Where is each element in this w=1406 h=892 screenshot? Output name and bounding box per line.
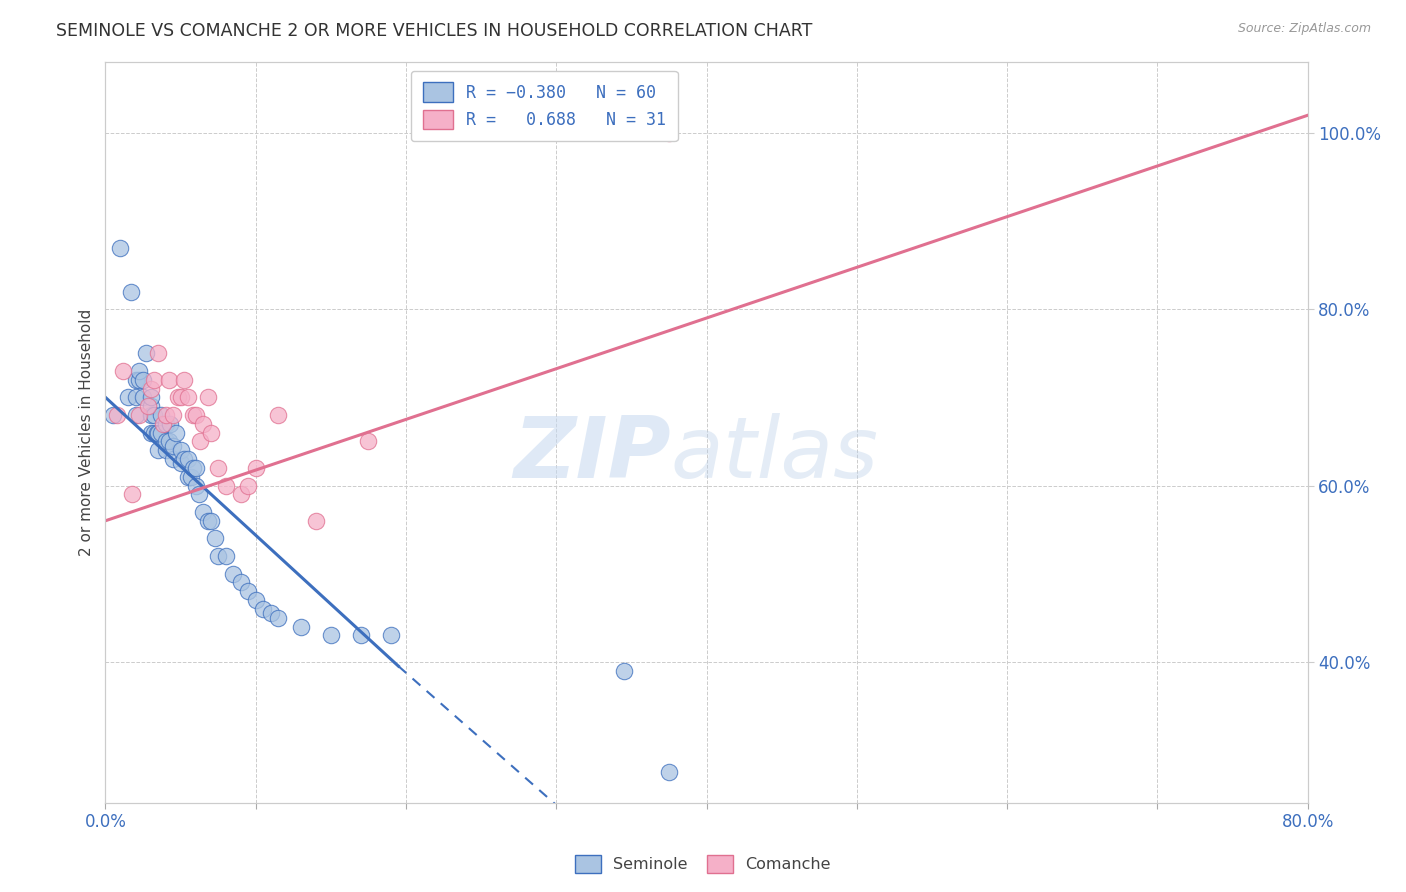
Point [180, 469, 202, 483]
Point [142, 373, 165, 387]
Point [117, 390, 139, 404]
Point [124, 373, 146, 387]
Point [155, 443, 177, 458]
Point [173, 373, 195, 387]
Point [166, 390, 188, 404]
Point [229, 487, 252, 501]
Point [145, 425, 167, 440]
Point [150, 425, 173, 440]
Point [169, 457, 191, 471]
Point [159, 417, 181, 431]
Point [124, 390, 146, 404]
Point [139, 408, 162, 422]
Point [319, 628, 342, 642]
Point [214, 478, 236, 492]
Point [200, 425, 222, 440]
Point [245, 461, 267, 475]
Point [207, 461, 229, 475]
Point [155, 434, 177, 449]
Point [245, 593, 267, 607]
Point [162, 452, 184, 467]
Point [177, 390, 200, 404]
Point [305, 514, 328, 528]
Point [197, 514, 219, 528]
Point [139, 425, 162, 440]
Point [128, 364, 150, 378]
Point [162, 408, 184, 422]
Point [380, 628, 402, 642]
Point [177, 452, 200, 467]
Point [155, 408, 177, 422]
Point [184, 478, 207, 492]
Point [146, 346, 169, 360]
Legend: R = −0.380   N = 60, R =   0.688   N = 31: R = −0.380 N = 60, R = 0.688 N = 31 [411, 70, 678, 141]
Point [132, 373, 155, 387]
Point [101, 408, 124, 422]
Text: ZIP: ZIP [513, 413, 671, 496]
Point [238, 478, 260, 492]
Point [135, 346, 157, 360]
Point [200, 514, 222, 528]
Point [350, 628, 373, 642]
Point [188, 434, 211, 449]
Point [229, 575, 252, 590]
Point [139, 399, 162, 413]
Point [169, 390, 191, 404]
Point [155, 417, 177, 431]
Point [128, 408, 150, 422]
Point [132, 390, 155, 404]
Point [162, 439, 184, 453]
Text: SEMINOLE VS COMANCHE 2 OR MORE VEHICLES IN HOUSEHOLD CORRELATION CHART: SEMINOLE VS COMANCHE 2 OR MORE VEHICLES … [56, 22, 813, 40]
Point [128, 373, 150, 387]
Point [139, 390, 162, 404]
Point [177, 469, 200, 483]
Point [184, 408, 207, 422]
Legend: Seminole, Comanche: Seminole, Comanche [568, 848, 838, 880]
Point [120, 285, 142, 299]
Point [267, 408, 290, 422]
Point [214, 549, 236, 563]
Point [252, 602, 274, 616]
Point [260, 607, 283, 621]
Point [157, 434, 180, 449]
Point [107, 408, 129, 422]
Text: atlas: atlas [671, 413, 879, 496]
Point [142, 408, 165, 422]
Y-axis label: 2 or more Vehicles in Household: 2 or more Vehicles in Household [79, 309, 94, 557]
Point [150, 408, 173, 422]
Point [184, 461, 207, 475]
Point [357, 434, 380, 449]
Point [165, 425, 187, 440]
Text: Source: ZipAtlas.com: Source: ZipAtlas.com [1237, 22, 1371, 36]
Point [136, 399, 159, 413]
Point [238, 584, 260, 599]
Point [267, 611, 290, 625]
Point [121, 487, 143, 501]
Point [658, 764, 681, 779]
Point [613, 664, 636, 678]
Point [290, 619, 312, 633]
Point [181, 461, 204, 475]
Point [173, 452, 195, 467]
Point [142, 425, 165, 440]
Point [110, 241, 132, 255]
Point [204, 532, 226, 546]
Point [658, 126, 681, 140]
Point [187, 487, 209, 501]
Point [181, 408, 204, 422]
Point [222, 566, 245, 581]
Point [152, 417, 174, 431]
Point [207, 549, 229, 563]
Point [124, 408, 146, 422]
Point [169, 443, 191, 458]
Point [146, 443, 169, 458]
Point [197, 390, 219, 404]
Point [191, 417, 214, 431]
Point [112, 364, 135, 378]
Point [157, 373, 180, 387]
Point [146, 425, 169, 440]
Point [191, 505, 214, 519]
Point [139, 382, 162, 396]
